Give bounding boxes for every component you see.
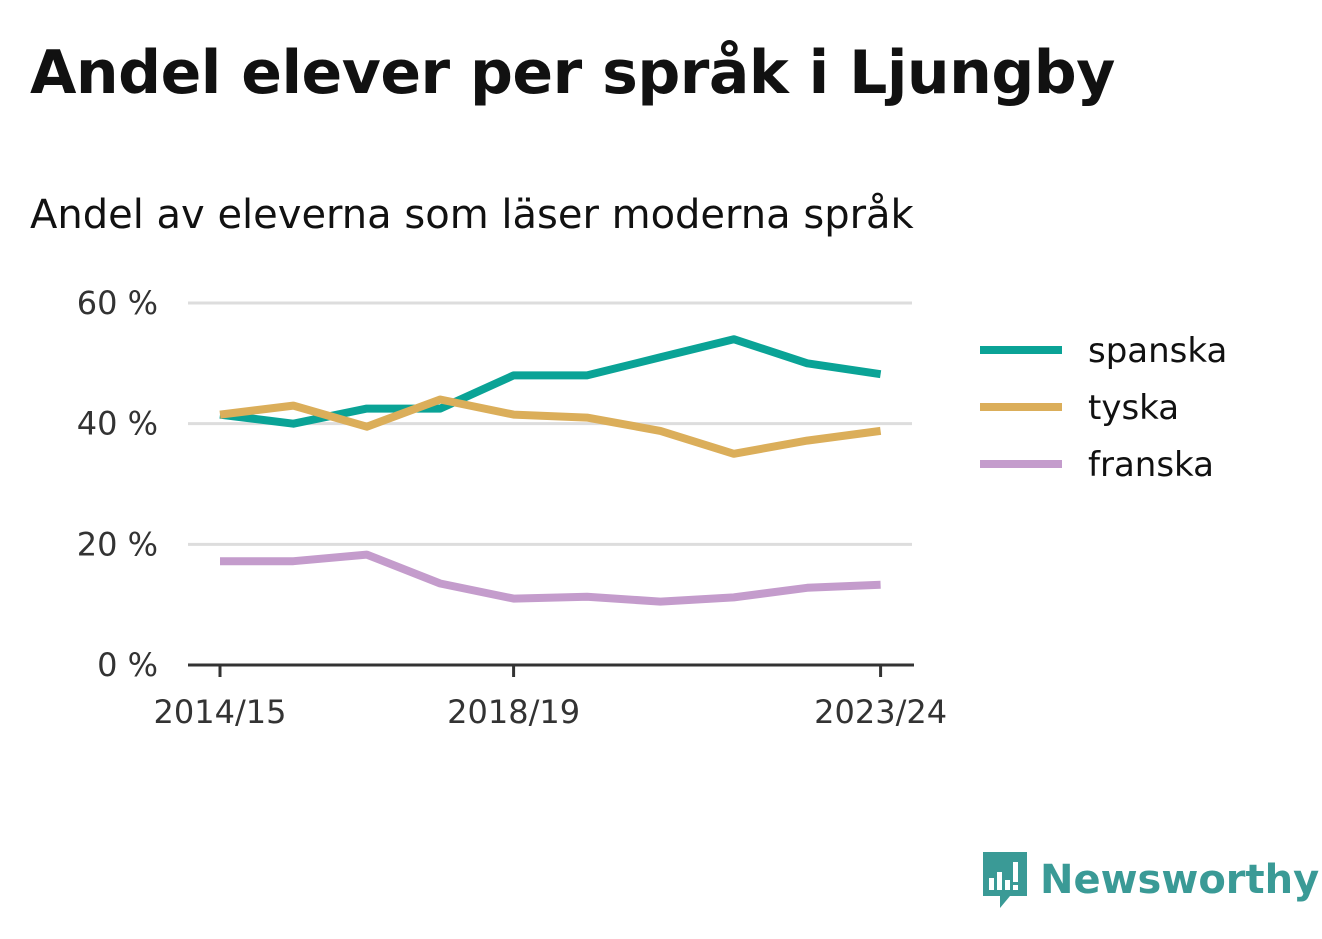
y-tick-label: 0 % bbox=[97, 646, 158, 684]
newsworthy-chart-icon bbox=[983, 852, 1027, 908]
x-axis: 2014/15 2018/19 2023/24 bbox=[154, 663, 947, 731]
x-tick-label: 2014/15 bbox=[154, 693, 287, 731]
legend: spanska tyska franska bbox=[980, 331, 1227, 485]
y-tick-label: 20 % bbox=[77, 525, 158, 563]
series-line-franska bbox=[220, 550, 881, 606]
series-line-tyska bbox=[219, 395, 882, 458]
y-tick-label: 40 % bbox=[77, 405, 158, 443]
x-tick-label: 2018/19 bbox=[447, 693, 580, 731]
grid-lines: 0 % 20 % 40 % 60 % bbox=[77, 284, 912, 684]
newsworthy-logo: Newsworthy bbox=[980, 850, 1319, 910]
series-lines bbox=[219, 335, 882, 606]
y-tick-label: 60 % bbox=[77, 284, 158, 322]
chart-subtitle: Andel av eleverna som läser moderna språ… bbox=[30, 192, 914, 238]
legend-label-tyska: tyska bbox=[1088, 388, 1179, 428]
legend-label-franska: franska bbox=[1088, 445, 1214, 485]
x-tick-label: 2023/24 bbox=[814, 693, 947, 731]
chart-title: Andel elever per språk i Ljungby bbox=[30, 38, 1115, 108]
legend-label-spanska: spanska bbox=[1088, 331, 1227, 371]
brand-name: Newsworthy bbox=[1040, 857, 1320, 903]
